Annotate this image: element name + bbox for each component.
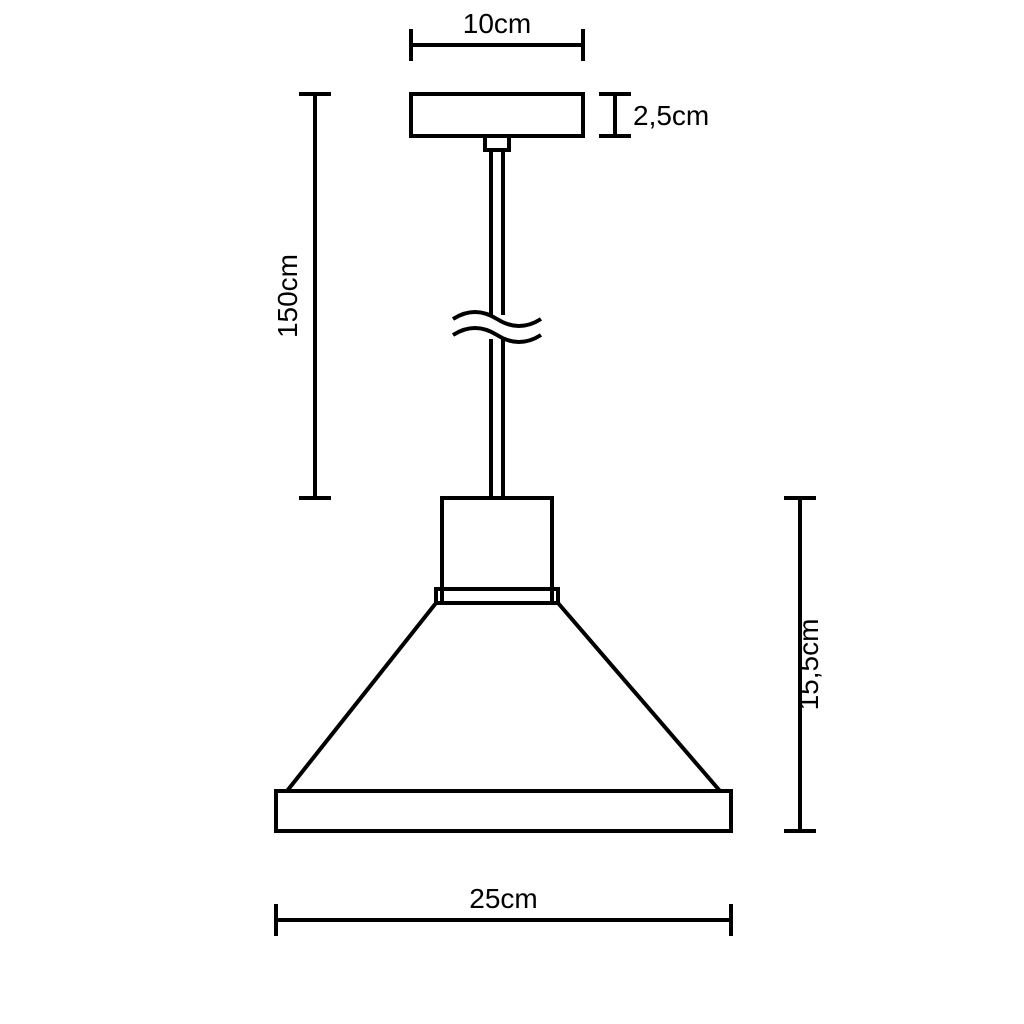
label-canopy-height: 2,5cm (633, 100, 709, 131)
label-shade-width: 25cm (469, 883, 537, 914)
pendant-lamp-diagram: 10cm 2,5cm 150cm 15,5cm 25cm (0, 0, 1024, 1024)
label-shade-height: 15,5cm (793, 619, 824, 711)
label-canopy-width: 10cm (463, 8, 531, 39)
label-drop-length: 150cm (272, 254, 303, 338)
